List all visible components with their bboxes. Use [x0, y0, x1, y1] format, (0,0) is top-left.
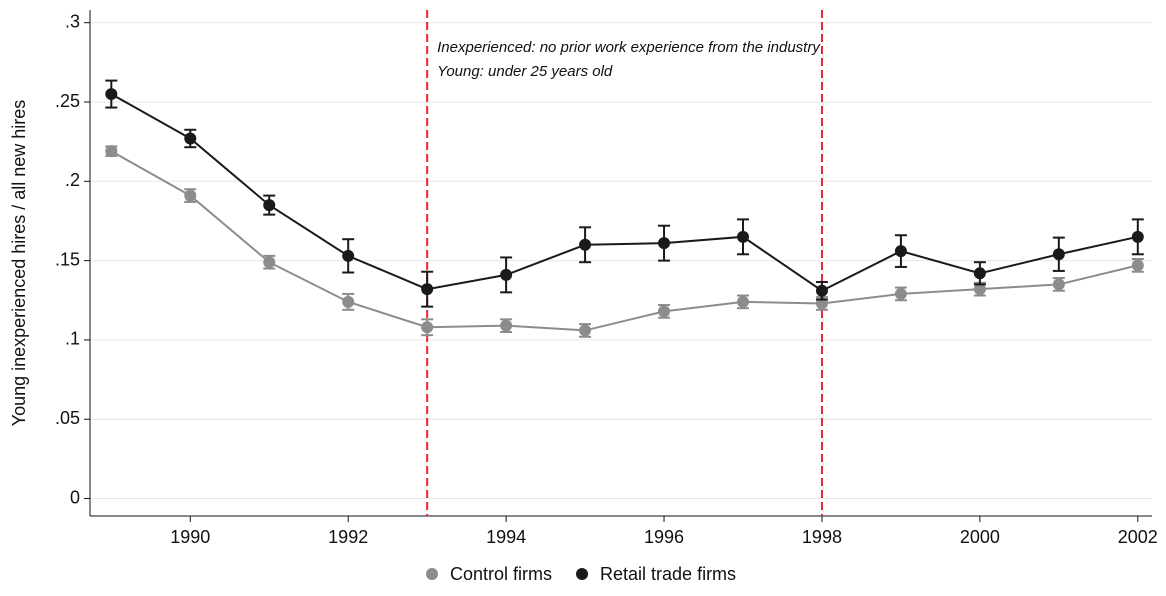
- legend-marker: [426, 568, 438, 580]
- point: [105, 88, 118, 101]
- y-tick-label: .25: [55, 91, 80, 111]
- point: [105, 145, 118, 158]
- series-line: [110, 93, 1139, 292]
- point: [579, 238, 592, 251]
- point: [421, 321, 434, 334]
- point: [184, 189, 197, 202]
- point: [263, 199, 276, 212]
- y-tick-label: .1: [65, 329, 80, 349]
- point: [815, 284, 828, 297]
- point: [894, 287, 907, 300]
- point: [1131, 230, 1144, 243]
- legend-label: Control firms: [450, 564, 552, 584]
- y-tick-label: .3: [65, 11, 80, 31]
- point: [1052, 278, 1065, 291]
- x-tick-label: 2002: [1118, 527, 1158, 547]
- point: [973, 283, 986, 296]
- y-axis-label: Young inexperienced hires / all new hire…: [9, 100, 29, 427]
- point: [342, 249, 355, 262]
- annotation: Inexperienced: no prior work experience …: [437, 39, 821, 56]
- point: [1052, 248, 1065, 261]
- point: [1131, 259, 1144, 272]
- legend-marker: [576, 568, 589, 580]
- point: [500, 268, 513, 281]
- x-tick-label: 1994: [486, 527, 526, 547]
- x-tick-label: 1998: [802, 527, 842, 547]
- point: [736, 295, 749, 308]
- point: [894, 245, 907, 258]
- point: [421, 283, 434, 296]
- point: [184, 132, 197, 145]
- point: [973, 267, 986, 280]
- legend-label: Retail trade firms: [600, 564, 736, 584]
- point: [579, 324, 592, 337]
- x-tick-label: 1996: [644, 527, 684, 547]
- point: [658, 237, 671, 250]
- series-line: [110, 150, 1139, 332]
- y-tick-label: .05: [55, 408, 80, 428]
- x-tick-label: 1992: [328, 527, 368, 547]
- y-tick-label: .2: [65, 170, 80, 190]
- point: [736, 230, 749, 243]
- point: [342, 295, 355, 308]
- annotation: Young: under 25 years old: [437, 63, 613, 80]
- x-tick-label: 1990: [170, 527, 210, 547]
- x-tick-label: 2000: [960, 527, 1000, 547]
- point: [658, 305, 671, 318]
- point: [263, 256, 276, 269]
- point: [500, 319, 513, 332]
- y-tick-label: .15: [55, 249, 80, 269]
- y-tick-label: 0: [70, 487, 80, 507]
